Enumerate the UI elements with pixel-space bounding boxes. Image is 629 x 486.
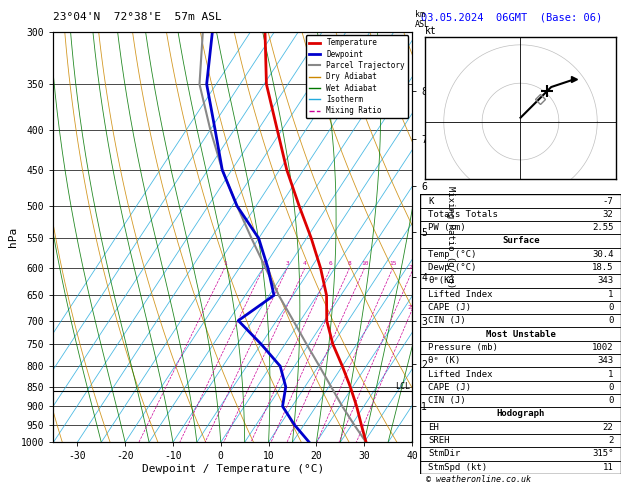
Bar — [420, 341, 621, 354]
Text: 315°: 315° — [592, 450, 613, 458]
Text: Temp (°C): Temp (°C) — [428, 250, 477, 259]
Bar — [420, 328, 621, 341]
Text: θᵉ(K): θᵉ(K) — [428, 277, 455, 285]
Text: Surface: Surface — [502, 237, 540, 245]
Text: θᵉ (K): θᵉ (K) — [428, 356, 460, 365]
Text: 1: 1 — [223, 261, 226, 266]
Bar — [420, 194, 621, 208]
Text: 22: 22 — [603, 423, 613, 432]
Text: 18.5: 18.5 — [592, 263, 613, 272]
Bar — [420, 208, 621, 221]
Text: 343: 343 — [598, 277, 613, 285]
Text: 1: 1 — [608, 369, 613, 379]
Text: 343: 343 — [598, 356, 613, 365]
Bar — [420, 288, 621, 301]
X-axis label: Dewpoint / Temperature (°C): Dewpoint / Temperature (°C) — [142, 464, 324, 474]
Text: SREH: SREH — [428, 436, 450, 445]
Text: 1002: 1002 — [592, 343, 613, 352]
Text: kt: kt — [425, 26, 437, 36]
Text: © weatheronline.co.uk: © weatheronline.co.uk — [426, 474, 532, 484]
Text: EH: EH — [428, 423, 439, 432]
Text: 6: 6 — [329, 261, 333, 266]
Text: Pressure (mb): Pressure (mb) — [428, 343, 498, 352]
Text: 0: 0 — [608, 396, 613, 405]
Text: 23°04'N  72°38'E  57m ASL: 23°04'N 72°38'E 57m ASL — [53, 12, 222, 22]
Text: km
ASL: km ASL — [415, 10, 430, 29]
Bar — [420, 261, 621, 274]
Bar — [420, 434, 621, 447]
Text: PW (cm): PW (cm) — [428, 223, 466, 232]
Text: CAPE (J): CAPE (J) — [428, 383, 471, 392]
Text: 8: 8 — [348, 261, 352, 266]
Text: -7: -7 — [603, 196, 613, 206]
Text: 0: 0 — [608, 316, 613, 325]
Text: 20: 20 — [408, 265, 416, 270]
Y-axis label: Mixing Ratio (g/kg): Mixing Ratio (g/kg) — [447, 186, 455, 288]
Bar — [420, 234, 621, 248]
Text: 3: 3 — [286, 261, 289, 266]
Bar — [420, 274, 621, 288]
Bar — [420, 394, 621, 407]
Bar — [420, 354, 621, 367]
Text: 2: 2 — [608, 436, 613, 445]
Text: Lifted Index: Lifted Index — [428, 290, 493, 299]
Text: 4: 4 — [303, 261, 307, 266]
Bar — [420, 461, 621, 474]
Text: 30.4: 30.4 — [592, 250, 613, 259]
Text: Hodograph: Hodograph — [497, 410, 545, 418]
Text: 0: 0 — [608, 303, 613, 312]
Text: CIN (J): CIN (J) — [428, 316, 466, 325]
Text: 10: 10 — [361, 261, 369, 266]
Bar — [420, 248, 621, 261]
Text: 11: 11 — [603, 463, 613, 472]
Text: LCL: LCL — [395, 382, 410, 391]
Text: 1: 1 — [608, 290, 613, 299]
Bar — [420, 407, 621, 420]
Text: 2.55: 2.55 — [592, 223, 613, 232]
Text: CIN (J): CIN (J) — [428, 396, 466, 405]
Text: 0: 0 — [608, 383, 613, 392]
Bar — [420, 221, 621, 234]
Text: 32: 32 — [603, 210, 613, 219]
Bar — [420, 447, 621, 461]
Legend: Temperature, Dewpoint, Parcel Trajectory, Dry Adiabat, Wet Adiabat, Isotherm, Mi: Temperature, Dewpoint, Parcel Trajectory… — [306, 35, 408, 118]
Bar — [420, 314, 621, 328]
Text: Dewp (°C): Dewp (°C) — [428, 263, 477, 272]
Bar — [420, 301, 621, 314]
Y-axis label: hPa: hPa — [8, 227, 18, 247]
Text: 03.05.2024  06GMT  (Base: 06): 03.05.2024 06GMT (Base: 06) — [421, 12, 603, 22]
Text: 15: 15 — [389, 261, 396, 266]
Text: StmSpd (kt): StmSpd (kt) — [428, 463, 487, 472]
Text: Lifted Index: Lifted Index — [428, 369, 493, 379]
Bar — [420, 381, 621, 394]
Text: K: K — [428, 196, 433, 206]
Text: Totals Totals: Totals Totals — [428, 210, 498, 219]
Text: 25: 25 — [408, 305, 415, 310]
Bar — [420, 420, 621, 434]
Text: CAPE (J): CAPE (J) — [428, 303, 471, 312]
Text: Most Unstable: Most Unstable — [486, 330, 556, 339]
Text: StmDir: StmDir — [428, 450, 460, 458]
Bar — [420, 367, 621, 381]
Text: 2: 2 — [262, 261, 265, 266]
